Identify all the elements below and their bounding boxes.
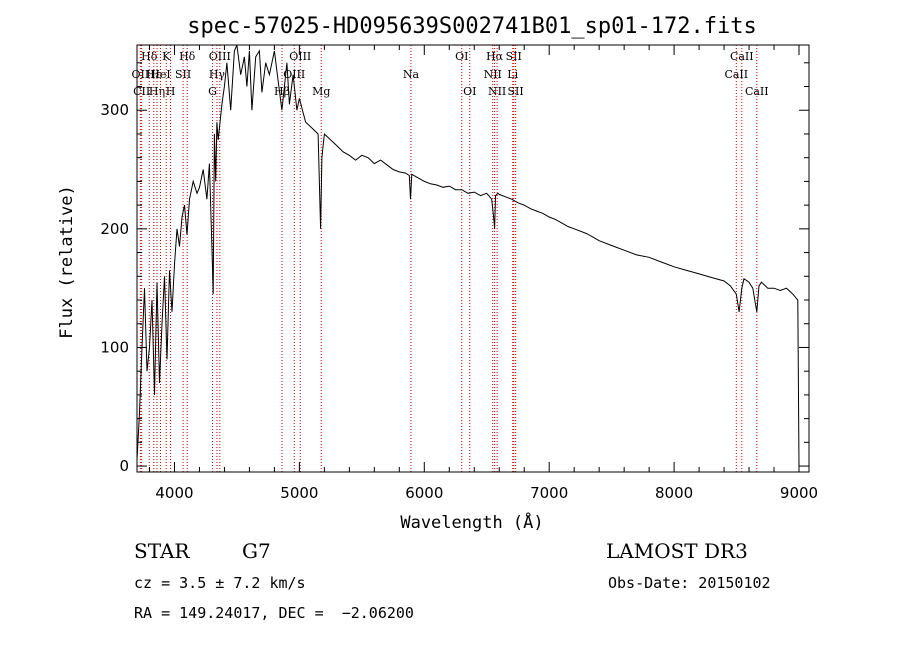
x-tick-label-3: 7000	[530, 484, 568, 502]
marker-label-11: Hγ	[209, 68, 226, 81]
marker-label-4: Hη	[149, 85, 165, 98]
y-tick-label-3: 300	[100, 101, 129, 119]
series-group	[137, 45, 800, 467]
marker-label-18: OI	[455, 50, 468, 63]
y-axis: 0 100 200 300	[100, 62, 809, 475]
plot-frame	[136, 44, 810, 473]
marker-label-0: Hδ	[141, 50, 158, 63]
x-tick-label-1: 5000	[280, 484, 318, 502]
x-tick-label-0: 4000	[155, 484, 193, 502]
x-tick-label-5: 9000	[780, 484, 818, 502]
marker-label-17: Na	[403, 68, 420, 81]
marker-label-6: H	[166, 85, 176, 98]
marker-label-25: SII	[507, 85, 523, 98]
y-tick-label-2: 200	[100, 220, 129, 238]
marker-label-24: Li	[507, 68, 518, 81]
marker-label-13: OIII	[289, 50, 311, 63]
survey-name: LAMOST DR3	[606, 539, 748, 563]
marker-label-10: OIII	[209, 50, 231, 63]
coordinates-readout: RA = 149.24017, DEC = −2.06200	[134, 604, 414, 622]
marker-label-9: Hδ	[179, 50, 196, 63]
marker-label-14: OIII	[283, 68, 305, 81]
marker-label-1: OII	[132, 68, 150, 81]
object-class: STAR	[134, 539, 190, 563]
x-axis-label: Wavelength (Å)	[400, 511, 543, 533]
marker-label-27: CaII	[724, 68, 748, 81]
marker-label-7: HeI	[150, 68, 170, 81]
marker-label-3: Hε	[146, 68, 162, 81]
y-tick-label-0: 0	[119, 457, 129, 475]
marker-label-16: Mg	[312, 85, 330, 98]
x-axis: 4000 5000 6000 7000 8000 9000	[148, 45, 818, 502]
x-tick-label-4: 8000	[655, 484, 693, 502]
observation-date: Obs-Date: 20150102	[608, 574, 771, 592]
marker-label-12: G	[208, 85, 217, 98]
marker-label-20: Hα	[486, 50, 504, 63]
marker-label-15: Hβ	[274, 85, 290, 98]
redshift-readout: cz = 3.5 ± 7.2 km/s	[134, 574, 306, 592]
marker-label-8: SII	[175, 68, 191, 81]
marker-label-28: CaII	[745, 85, 769, 98]
chart-title: spec-57025-HD095639S002741B01_sp01-172.f…	[187, 14, 757, 39]
marker-label-23: SII	[506, 50, 522, 63]
marker-label-22: NII	[488, 85, 506, 98]
y-tick-label-1: 100	[100, 338, 129, 356]
marker-label-5: K	[162, 50, 171, 63]
spectrum-line-0	[137, 45, 800, 467]
marker-label-21: NII	[484, 68, 502, 81]
marker-label-19: OI	[463, 85, 476, 98]
x-tick-label-2: 6000	[405, 484, 443, 502]
y-axis-label: Flux (relative)	[57, 185, 77, 339]
object-subclass: G7	[242, 539, 271, 563]
marker-label-26: CaII	[730, 50, 754, 63]
